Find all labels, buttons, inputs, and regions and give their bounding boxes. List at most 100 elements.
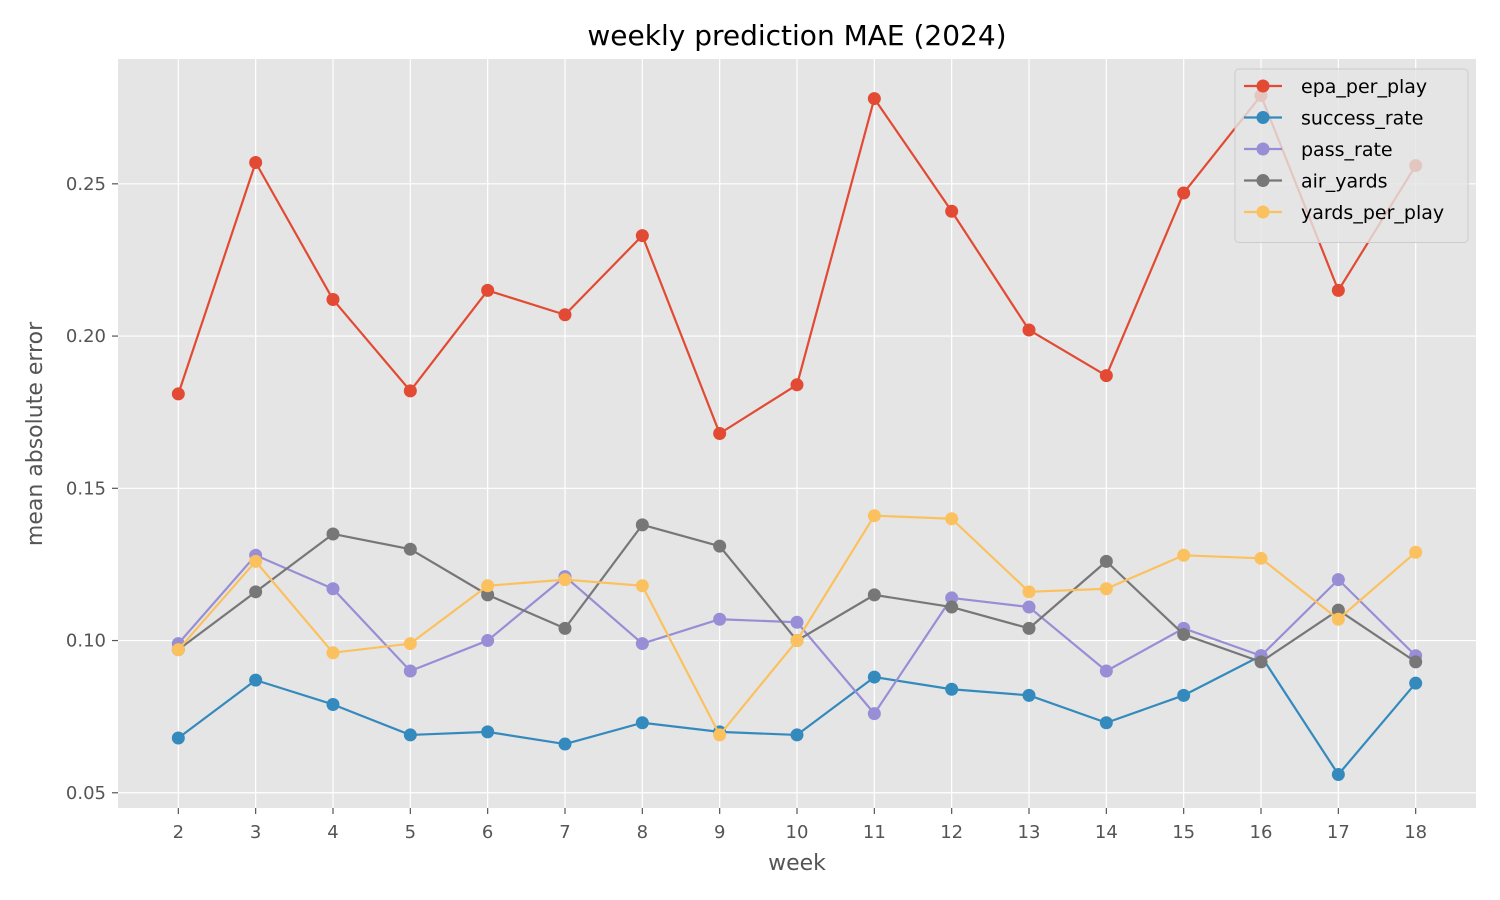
data-point	[326, 646, 340, 660]
data-point	[249, 156, 263, 170]
data-point	[790, 615, 804, 629]
data-point	[1177, 186, 1191, 200]
data-point	[481, 634, 495, 648]
data-point	[867, 509, 881, 523]
data-point	[1331, 603, 1345, 617]
legend-label: success_rate	[1301, 108, 1423, 130]
data-point	[326, 697, 340, 711]
data-point	[558, 308, 572, 322]
legend-item: pass_rate	[1244, 139, 1393, 161]
data-point	[1022, 585, 1036, 599]
data-point	[1331, 573, 1345, 587]
data-point	[1022, 688, 1036, 702]
data-point	[171, 643, 185, 657]
data-point	[713, 539, 727, 553]
x-tick-label: 18	[1404, 822, 1427, 843]
data-point	[945, 600, 959, 614]
axes: 2 3 4 5 6 7 8 9 10 11 12 13 14 15 16 17 18 0.05 0.10 0.15 0.…	[66, 174, 1427, 843]
x-tick-label: 9	[714, 822, 725, 843]
x-tick-label: 7	[559, 822, 570, 843]
data-point	[790, 378, 804, 392]
chart-title: weekly prediction MAE (2024)	[587, 19, 1006, 52]
data-point	[1099, 582, 1113, 596]
x-tick-label: 10	[786, 822, 809, 843]
data-point	[713, 427, 727, 440]
x-tick-label: 13	[1018, 822, 1041, 843]
data-point	[1177, 548, 1191, 562]
y-tick-label: 0.20	[66, 326, 106, 347]
data-point	[635, 637, 649, 651]
legend-marker	[1256, 111, 1270, 124]
data-point	[1409, 655, 1423, 669]
data-point	[1099, 369, 1113, 383]
data-point	[1177, 688, 1191, 702]
legend-marker	[1256, 142, 1270, 156]
data-point	[867, 707, 881, 721]
x-tick-label: 17	[1327, 822, 1350, 843]
x-tick-label: 16	[1250, 822, 1273, 843]
data-point	[1022, 621, 1036, 635]
data-point	[1022, 600, 1036, 614]
data-point	[481, 588, 495, 602]
data-point	[481, 283, 495, 297]
legend-marker	[1256, 205, 1270, 219]
data-point	[249, 554, 263, 568]
series-epa_per_play	[171, 89, 1423, 440]
x-tick-label: 3	[250, 822, 261, 843]
y-tick-label: 0.25	[66, 174, 106, 195]
legend-label: pass_rate	[1301, 139, 1393, 161]
data-point	[171, 731, 185, 745]
x-tick-label: 4	[327, 822, 338, 843]
data-point	[867, 588, 881, 602]
data-point	[867, 670, 881, 684]
y-tick-label: 0.15	[66, 478, 106, 499]
data-point	[481, 725, 495, 739]
data-point	[249, 673, 263, 687]
data-point	[1177, 627, 1191, 641]
data-point	[1099, 664, 1113, 678]
data-point	[1099, 554, 1113, 568]
x-tick-label: 5	[405, 822, 416, 843]
x-tick-label: 8	[637, 822, 648, 843]
x-tick-label: 15	[1172, 822, 1195, 843]
legend-marker	[1256, 174, 1270, 187]
data-point	[1099, 716, 1113, 730]
data-point	[635, 518, 649, 532]
data-point	[790, 634, 804, 648]
data-point	[481, 579, 495, 593]
data-point	[1331, 283, 1345, 297]
data-point	[326, 582, 340, 596]
y-axis-label: mean absolute error	[23, 321, 48, 546]
series-success_rate	[171, 649, 1423, 782]
data-point	[403, 637, 417, 651]
data-point	[403, 728, 417, 742]
data-point	[713, 612, 727, 626]
data-point	[558, 737, 572, 751]
x-tick-label: 11	[863, 822, 886, 843]
data-point	[635, 716, 649, 730]
legend-item: air_yards	[1244, 171, 1388, 193]
legend-item: success_rate	[1244, 108, 1423, 130]
data-point	[171, 387, 185, 401]
data-point	[558, 621, 572, 635]
data-point	[1022, 323, 1036, 337]
series-yards_per_play	[171, 509, 1423, 742]
legend-label: air_yards	[1301, 171, 1388, 193]
legend-item: epa_per_play	[1244, 76, 1427, 98]
data-point	[635, 579, 649, 593]
data-point	[1331, 612, 1345, 626]
data-point	[403, 542, 417, 556]
data-point	[945, 204, 959, 218]
x-tick-label: 14	[1095, 822, 1118, 843]
data-point	[790, 728, 804, 742]
x-axis-label: week	[768, 851, 826, 876]
y-tick-label: 0.05	[66, 783, 106, 804]
data-point	[635, 229, 649, 243]
x-tick-label: 12	[940, 822, 963, 843]
legend-box	[1234, 68, 1469, 243]
data-point	[713, 728, 727, 742]
x-tick-label: 6	[482, 822, 493, 843]
legend-label: epa_per_play	[1301, 76, 1427, 98]
x-tick-label: 2	[173, 822, 184, 843]
data-point	[1254, 655, 1268, 669]
